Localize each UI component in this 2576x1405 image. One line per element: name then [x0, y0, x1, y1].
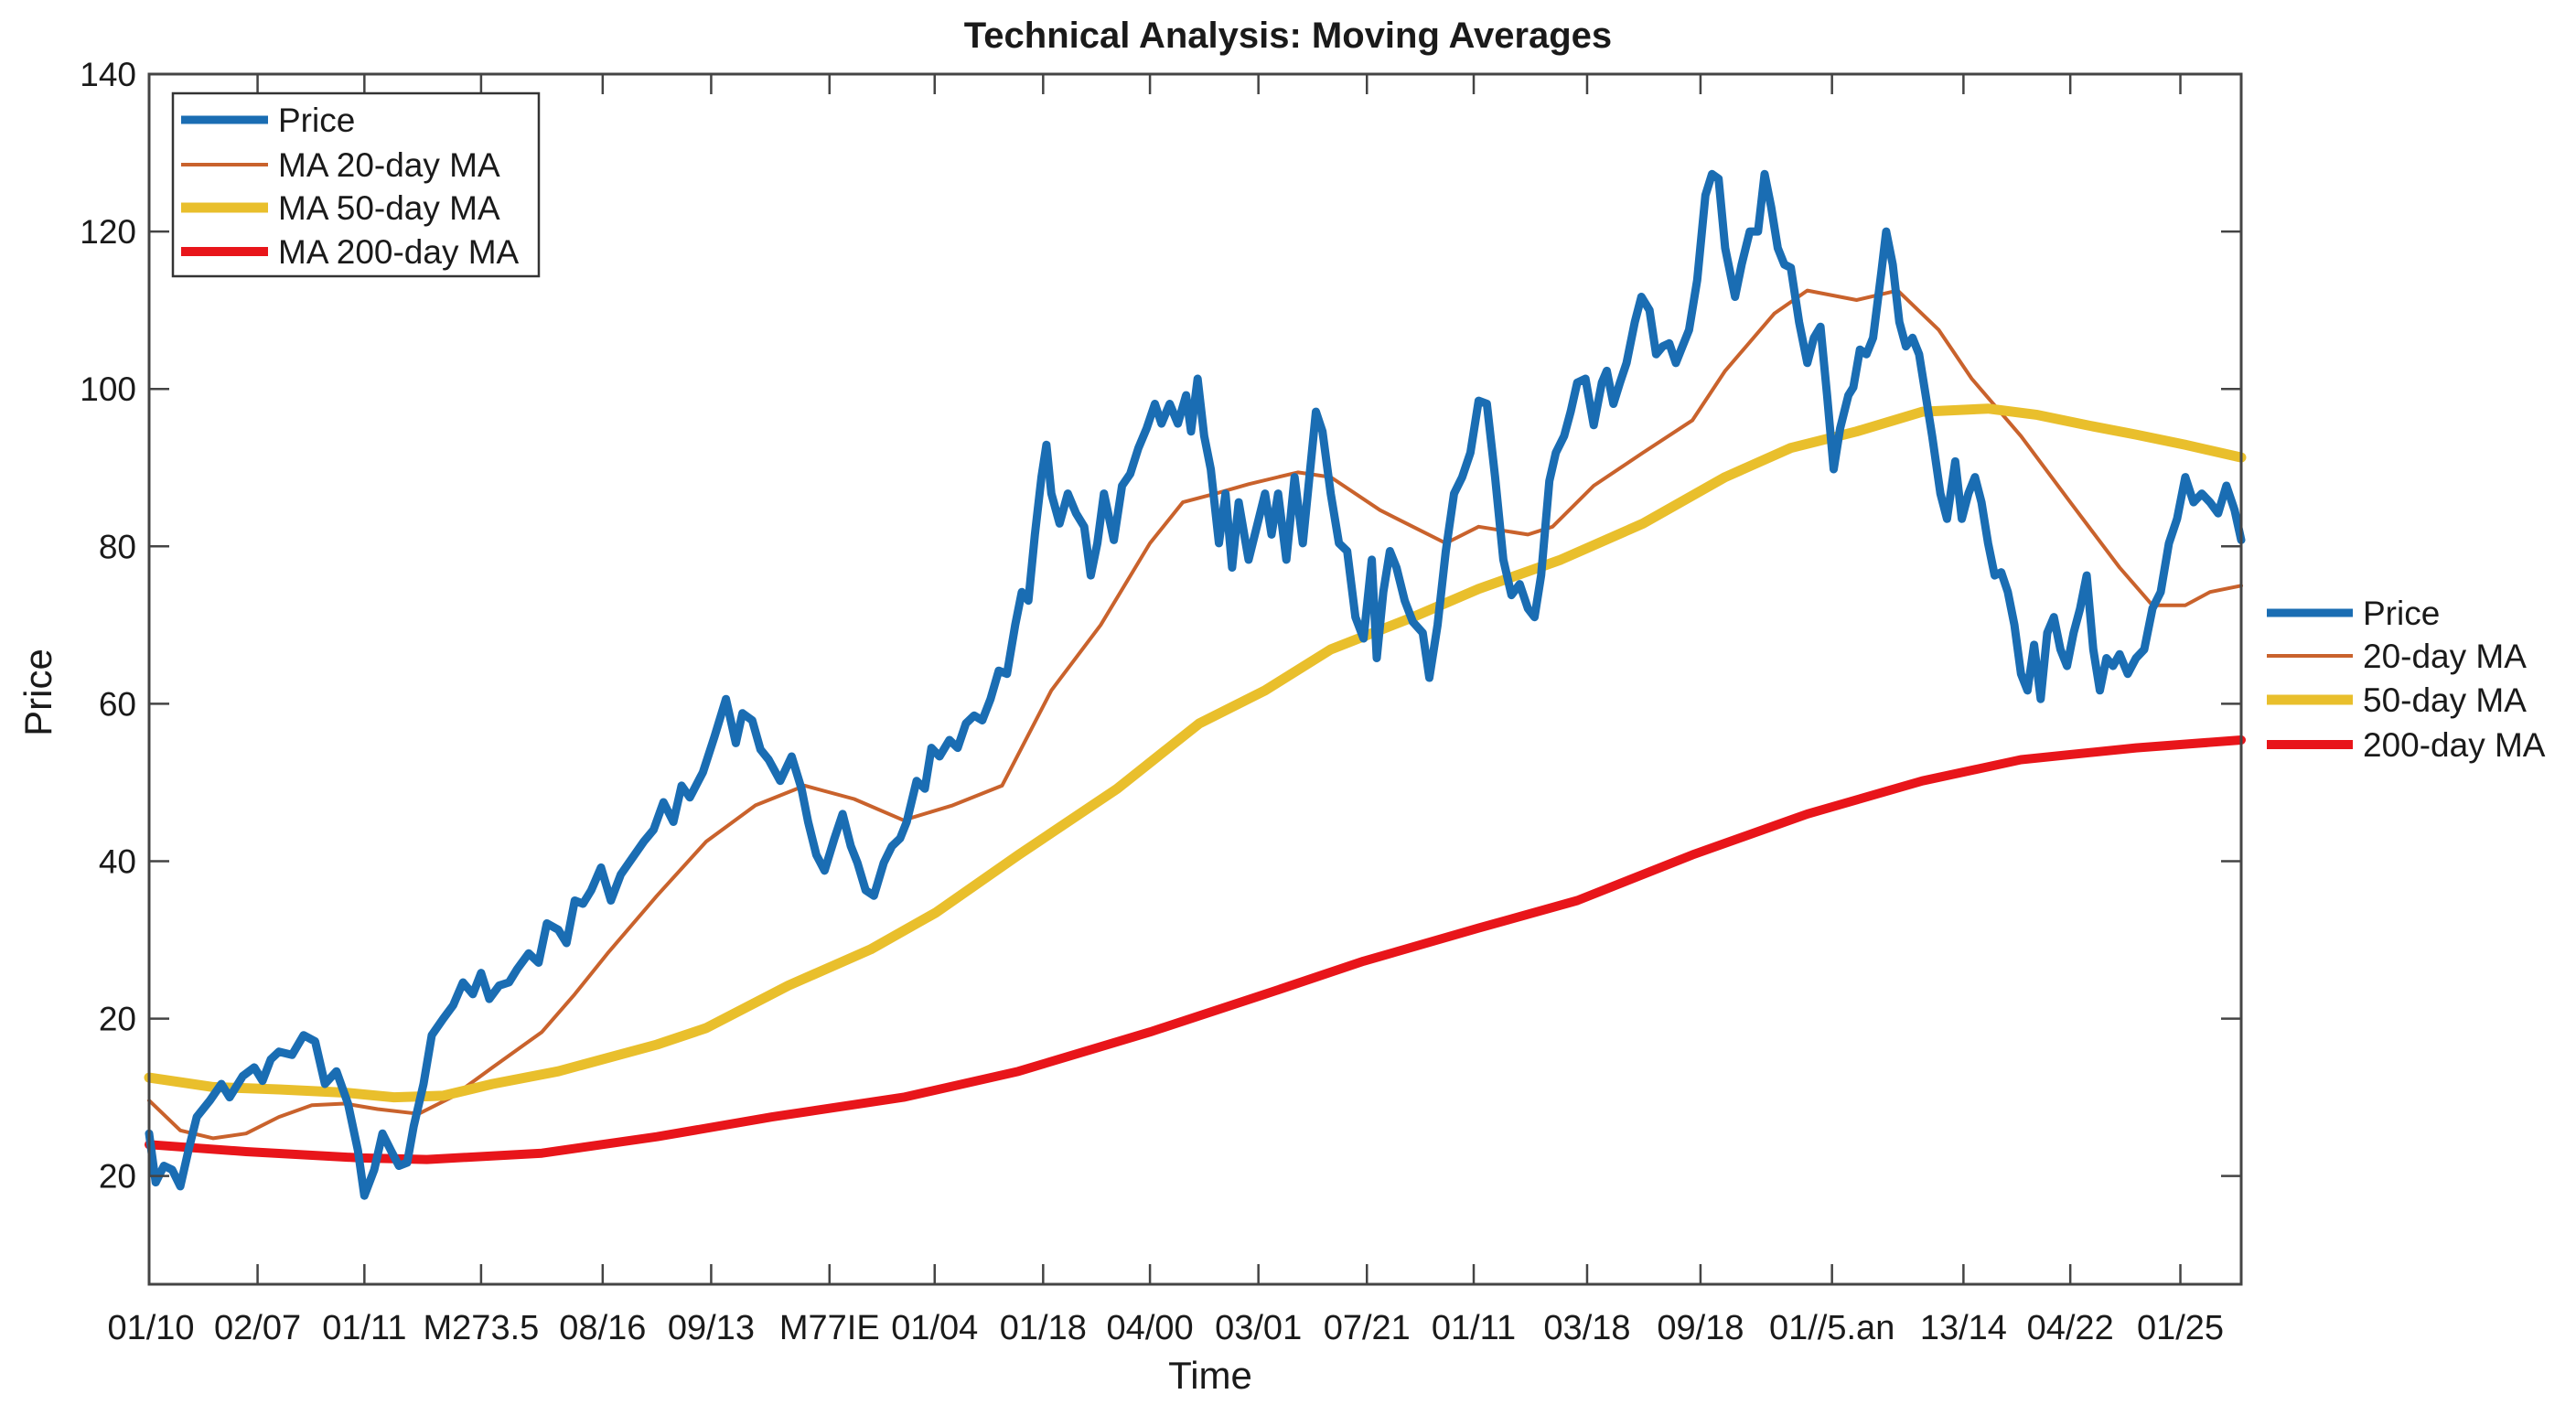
x-axis-label: Time: [1168, 1354, 1252, 1397]
x-tick-label: 09/18: [1657, 1309, 1744, 1347]
x-tick-label: 01/11: [322, 1309, 406, 1347]
x-tick-label: 03/01: [1215, 1309, 1302, 1347]
x-tick-label: 13/14: [1920, 1309, 2007, 1347]
y-tick-label: 20: [99, 1001, 136, 1038]
x-tick-label: M77IE: [779, 1309, 880, 1347]
chart-title: Technical Analysis: Moving Averages: [964, 16, 1612, 56]
legend-entry: MA 50-day MA: [278, 189, 500, 227]
plot-area: 20 20 40 60 80 100 120 140 01/10 02/07 01/11 M273.5…: [80, 56, 2247, 1347]
y-tick-label: 120: [80, 213, 136, 251]
y-tick-label: 40: [99, 842, 136, 880]
y-tick-label: 20: [99, 1158, 136, 1196]
legend-entry: Price: [278, 102, 355, 139]
y-tick-label: 140: [80, 56, 136, 93]
y-axis-label: Price: [16, 649, 59, 736]
axes-box: [147, 72, 2243, 1286]
x-tick-label: 07/21: [1324, 1309, 1411, 1347]
x-tick-label: 09/13: [668, 1309, 755, 1347]
series-line-ma50: [144, 403, 2247, 1103]
legend-entry: 50-day MA: [2363, 681, 2527, 719]
x-tick-label: 04/22: [2027, 1309, 2114, 1347]
x-tick-label: 01/18: [1000, 1309, 1087, 1347]
x-tick-label: 01//5.an: [1769, 1309, 1894, 1347]
series-line-ma200: [145, 735, 2246, 1164]
legend-top-left: Price MA 20-day MA MA 50-day MA MA 200-day …: [171, 91, 541, 278]
legend-entry: MA 200-day MA: [278, 233, 520, 271]
x-tick-label: 01/11: [1432, 1309, 1516, 1347]
y-tick-label: 100: [80, 370, 136, 408]
series-line-price: [145, 169, 2246, 1200]
legend-entry: 20-day MA: [2363, 638, 2527, 675]
x-tick-label: 01/10: [107, 1309, 194, 1347]
legend-entry: Price: [2363, 595, 2440, 632]
x-tick-label: 08/16: [559, 1309, 646, 1347]
legend-outside-right: Price 20-day MA 50-day MA 200-day MA: [2267, 595, 2546, 764]
x-tick-label: 04/00: [1107, 1309, 1194, 1347]
legend-entry: 200-day MA: [2363, 726, 2546, 764]
x-tick-label: 02/07: [214, 1309, 301, 1347]
y-tick-label: 60: [99, 685, 136, 723]
x-tick-label: 03/18: [1543, 1309, 1630, 1347]
x-tick-label: M273.5: [424, 1309, 540, 1347]
x-tick-label: 01/25: [2137, 1309, 2224, 1347]
legend-entry: MA 20-day MA: [278, 146, 500, 184]
y-tick-label: 80: [99, 528, 136, 565]
x-tick-label: 01/04: [891, 1309, 978, 1347]
